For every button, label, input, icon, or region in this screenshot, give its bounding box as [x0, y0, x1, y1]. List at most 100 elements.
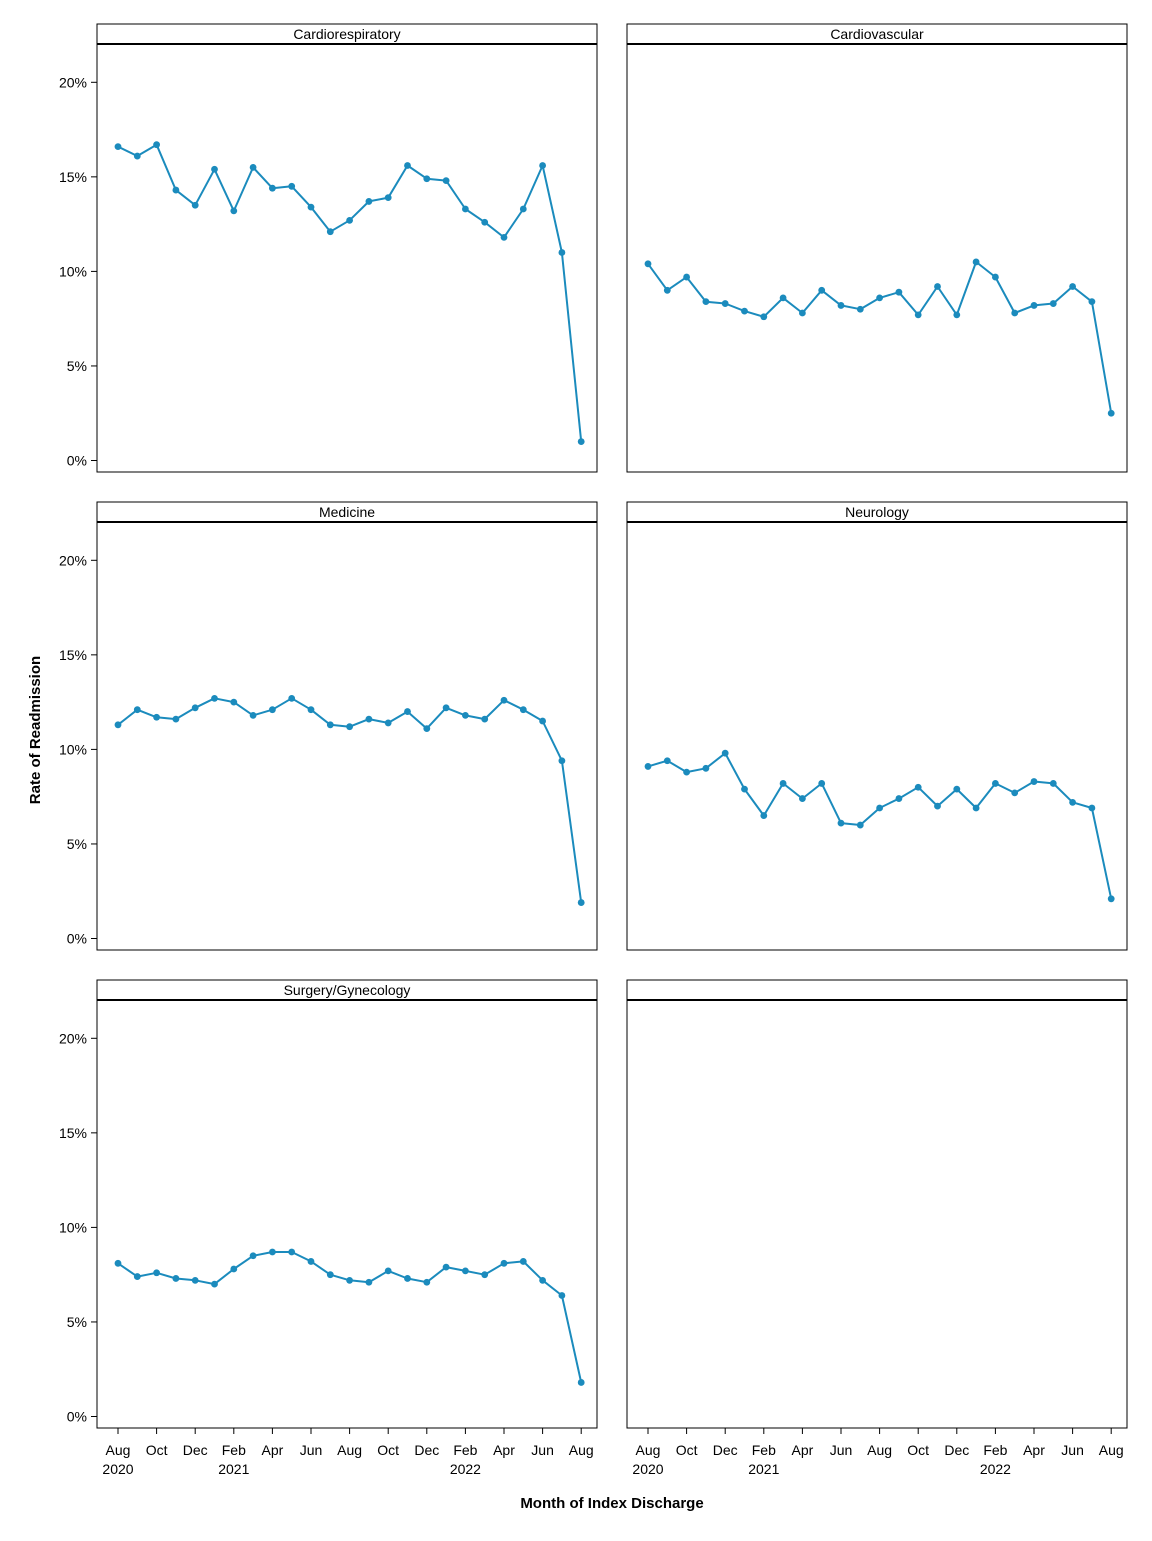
x-tick-label: Feb — [222, 1442, 246, 1458]
data-point — [1011, 789, 1019, 797]
data-point — [249, 711, 257, 719]
data-point — [500, 1259, 508, 1267]
data-point — [992, 273, 999, 281]
data-point — [1049, 300, 1057, 307]
x-tick-label: Apr — [792, 1442, 814, 1458]
data-point — [519, 1258, 527, 1265]
data-point — [230, 207, 238, 215]
x-tick-label: Dec — [713, 1442, 738, 1458]
data-point — [934, 802, 941, 810]
x-tick-label: Oct — [377, 1442, 399, 1458]
data-point — [558, 1292, 566, 1299]
data-point — [519, 706, 527, 714]
x-tick-year-label: 2022 — [980, 1461, 1011, 1477]
data-point — [384, 1267, 392, 1275]
data-point — [462, 711, 469, 719]
panel-strip — [626, 979, 1128, 1001]
data-point — [191, 201, 199, 209]
y-tick-label: 20% — [59, 1030, 87, 1046]
data-point — [1030, 302, 1038, 309]
x-tick-label: Apr — [493, 1442, 515, 1458]
data-point — [779, 780, 787, 787]
data-point — [423, 725, 431, 732]
data-point — [462, 1267, 469, 1275]
data-point — [914, 311, 922, 319]
data-point — [288, 694, 296, 702]
y-tick-label: 5% — [67, 1314, 87, 1330]
panel-2: Cardiovascular — [626, 23, 1128, 473]
panel-1: Cardiorespiratory 0% 5% 10% 15% 20% — [59, 23, 598, 473]
x-tick-year-label: 2021 — [748, 1461, 779, 1477]
x-tick-label: Dec — [414, 1442, 439, 1458]
data-point — [404, 162, 411, 169]
panel-strip-label: Surgery/Gynecology — [284, 982, 411, 998]
data-point — [326, 721, 334, 729]
data-point — [972, 258, 980, 266]
panel-frame — [626, 999, 1128, 1429]
data-point — [856, 305, 864, 313]
data-point — [760, 313, 768, 321]
y-tick-label: 20% — [59, 552, 87, 568]
data-point — [539, 162, 546, 169]
data-point — [818, 286, 826, 294]
panel-strip-label: Medicine — [319, 504, 375, 520]
series-line — [117, 143, 583, 442]
data-point — [133, 152, 141, 160]
data-point — [211, 694, 218, 702]
data-point — [577, 899, 585, 906]
x-tick-label: Feb — [752, 1442, 776, 1458]
x-tick-year-label: 2020 — [102, 1461, 133, 1477]
data-point — [191, 704, 199, 712]
x-tick-label: Aug — [636, 1442, 661, 1458]
data-point — [1030, 778, 1038, 785]
data-point — [153, 1269, 161, 1277]
data-point — [760, 812, 768, 819]
data-point — [481, 218, 489, 226]
data-point — [972, 804, 980, 812]
data-point — [346, 723, 353, 731]
data-point — [404, 1275, 411, 1282]
data-point — [211, 165, 218, 173]
x-tick-label: Jun — [830, 1442, 853, 1458]
data-point — [191, 1276, 199, 1284]
data-point — [249, 1252, 257, 1260]
y-axis-title: Rate of Readmission — [27, 656, 44, 804]
data-point — [346, 1276, 353, 1284]
data-point — [1049, 780, 1057, 787]
panel-4: Neurology — [626, 501, 1128, 951]
panel-strip-label: Cardiorespiratory — [293, 26, 400, 42]
data-point — [953, 311, 961, 319]
data-point — [702, 298, 710, 306]
x-tick-label: Aug — [106, 1442, 131, 1458]
data-point — [249, 163, 257, 171]
data-point — [114, 1259, 122, 1267]
y-tick-label: 20% — [59, 74, 87, 90]
data-point — [1107, 895, 1115, 903]
data-point — [895, 288, 903, 296]
x-tick-label: Jun — [531, 1442, 554, 1458]
panel-frame — [626, 43, 1128, 473]
data-point — [895, 795, 903, 802]
data-point — [1088, 298, 1096, 306]
data-point — [442, 1263, 450, 1271]
y-tick-label: 5% — [67, 358, 87, 374]
x-tick-label: Aug — [1099, 1442, 1124, 1458]
data-point — [500, 233, 508, 241]
panels-layer: Cardiorespiratory 0% 5% 10% 15% 20% Cardiovasc… — [59, 23, 1128, 1477]
data-point — [992, 780, 999, 787]
y-tick-label: 0% — [67, 453, 87, 469]
panel-strip-label: Neurology — [845, 504, 909, 520]
data-point — [442, 177, 450, 185]
data-point — [577, 438, 585, 445]
data-point — [365, 198, 373, 205]
x-tick-label: Dec — [183, 1442, 208, 1458]
panel-frame — [96, 999, 598, 1429]
data-point — [914, 783, 922, 791]
data-point — [644, 763, 652, 770]
data-point — [799, 795, 806, 802]
data-point — [172, 715, 180, 723]
data-point — [423, 175, 431, 183]
x-tick-label: Oct — [907, 1442, 929, 1458]
y-tick-label: 10% — [59, 741, 87, 757]
data-point — [307, 203, 315, 211]
